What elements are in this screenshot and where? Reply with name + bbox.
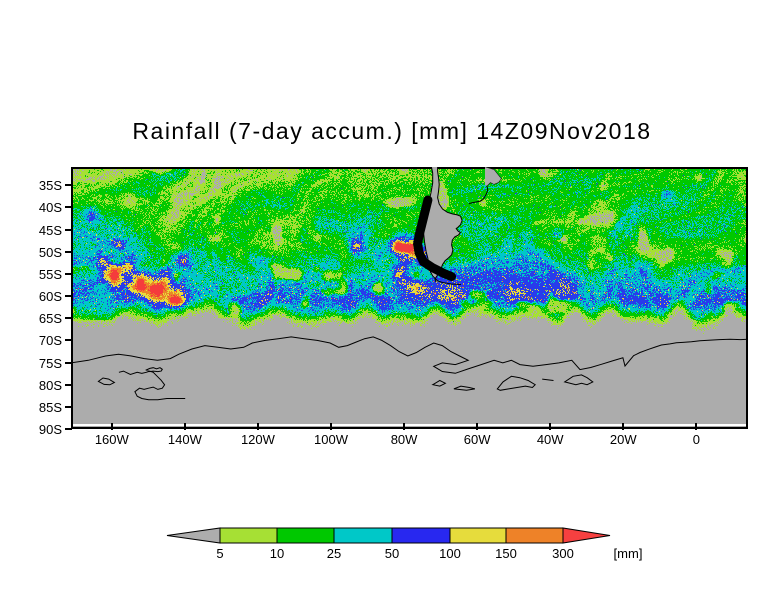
svg-text:5: 5 [216,546,223,561]
svg-text:150: 150 [495,546,517,561]
svg-text:50: 50 [385,546,399,561]
svg-text:100: 100 [439,546,461,561]
svg-text:25: 25 [327,546,341,561]
svg-text:300: 300 [552,546,574,561]
svg-text:10: 10 [270,546,284,561]
svg-text:[mm]: [mm] [614,546,643,561]
